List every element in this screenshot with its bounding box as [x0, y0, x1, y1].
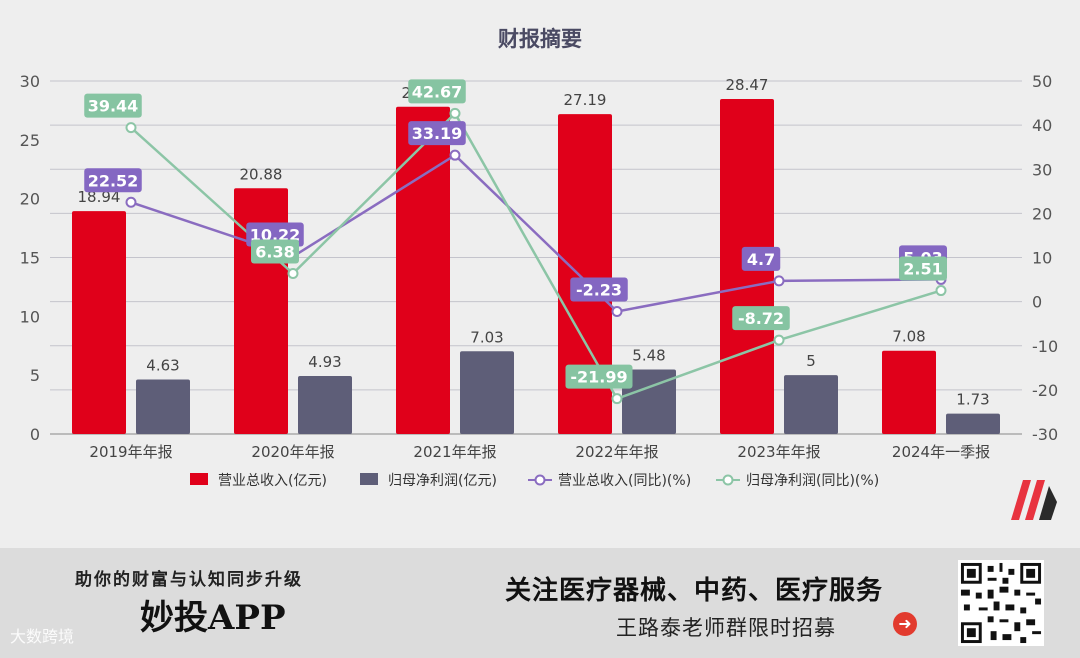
bar-profit — [784, 375, 838, 434]
left-axis-tick: 10 — [20, 307, 40, 326]
legend-swatch — [360, 473, 378, 485]
app-name: 妙投APP — [140, 598, 286, 638]
right-axis-tick: 20 — [1032, 204, 1052, 223]
line-label-box — [251, 239, 299, 264]
line-label: 2.51 — [903, 260, 942, 279]
bar-label: 7.08 — [892, 328, 925, 346]
bar-label: 18.94 — [78, 188, 121, 206]
footer-banner: 助你的财富与认知同步升级 妙投APP 大数跨境 关注医疗器械、中药、医疗服务 王… — [0, 548, 1080, 658]
bar-revenue — [396, 106, 450, 435]
line-point — [773, 334, 785, 346]
bar-label: 4.63 — [146, 357, 179, 375]
line-label: 4.7 — [747, 250, 775, 269]
legend-swatch — [190, 473, 208, 485]
right-axis-tick: -20 — [1032, 381, 1058, 400]
right-axis-tick: -10 — [1032, 337, 1058, 356]
left-axis-tick: 30 — [20, 72, 40, 91]
line-label: -2.23 — [576, 280, 622, 299]
line-label: 33.19 — [412, 124, 463, 143]
line-label-box — [570, 277, 628, 302]
slogan-text: 助你的财富与认知同步升级 — [75, 570, 303, 590]
chart-title: 财报摘要 — [498, 27, 582, 51]
bar-label: 27.19 — [564, 91, 607, 109]
line-label: -21.99 — [570, 368, 627, 387]
line-label-box — [565, 364, 633, 389]
line-label-box — [732, 306, 790, 331]
brand-logo-icon — [1011, 480, 1057, 520]
bar-label: 5.48 — [632, 347, 665, 365]
bar-label: 1.73 — [956, 391, 989, 409]
arrow-right-circle-icon[interactable]: ➜ — [893, 612, 917, 636]
x-axis-tick: 2023年年报 — [737, 443, 820, 461]
line-point — [287, 267, 299, 279]
bar-label: 4.93 — [308, 353, 341, 371]
left-axis-tick: 20 — [20, 190, 40, 209]
left-axis-tick: 15 — [20, 249, 40, 268]
legend-label: 营业总收入(亿元) — [218, 473, 327, 489]
line-point — [125, 122, 137, 134]
bar-profit — [946, 413, 1000, 434]
bar-profit — [460, 351, 514, 434]
bar-profit — [298, 375, 352, 434]
line-label-box — [84, 168, 142, 193]
right-axis-tick: 50 — [1032, 72, 1052, 91]
bar-label: 7.03 — [470, 328, 503, 346]
line-label: 6.38 — [255, 242, 294, 261]
legend-label: 归母净利润(亿元) — [388, 472, 497, 489]
line-point — [449, 149, 461, 161]
bar-revenue — [882, 350, 936, 434]
x-axis-tick: 2019年年报 — [89, 443, 172, 461]
line-label-box — [84, 93, 142, 118]
bar-profit — [136, 379, 190, 434]
x-axis-tick: 2021年年报 — [413, 443, 496, 461]
left-axis-tick: 5 — [30, 366, 40, 385]
bar-revenue — [72, 211, 126, 434]
line-point — [449, 107, 461, 119]
left-axis-tick: 0 — [30, 425, 40, 444]
bar-label: 28.47 — [726, 76, 769, 94]
line-label-box — [408, 79, 466, 104]
line-label: -8.72 — [738, 309, 784, 328]
line-label: 22.52 — [88, 171, 139, 190]
promo-subtitle[interactable]: 王路泰老师群限时招募 — [616, 616, 836, 640]
bar-revenue — [558, 114, 612, 434]
line-point — [125, 196, 137, 208]
right-axis-tick: 30 — [1032, 160, 1052, 179]
x-axis-tick: 2020年年报 — [251, 443, 334, 461]
promo-title: 关注医疗器械、中药、医疗服务 — [505, 576, 884, 606]
right-axis-tick: -30 — [1032, 425, 1058, 444]
line-point — [611, 393, 623, 405]
chart: 财报摘要 -30 -20 -10 0 10 20 30 40 50 0 5 10 15 20 25 30 18.9… — [20, 27, 1059, 489]
line-label-box — [899, 256, 947, 281]
right-axis-tick: 40 — [1032, 116, 1052, 135]
legend-label: 归母净利润(同比)(%) — [746, 472, 879, 489]
legend-label: 营业总收入(同比)(%) — [558, 473, 691, 489]
bar-label: 5 — [806, 352, 816, 370]
line-label-box — [741, 246, 781, 271]
line-point — [773, 275, 785, 287]
bar-label: 20.88 — [240, 165, 283, 183]
legend-swatch-marker — [534, 474, 546, 486]
legend-swatch-marker — [722, 474, 734, 486]
x-axis-tick: 2022年年报 — [575, 443, 658, 461]
right-axis-tick: 10 — [1032, 249, 1052, 268]
line-label: 39.44 — [88, 97, 139, 116]
x-axis-tick: 2024年一季报 — [892, 443, 990, 461]
right-axis-tick: 0 — [1032, 293, 1042, 312]
line-point — [611, 305, 623, 317]
bar-profit — [622, 369, 676, 434]
watermark: 大数跨境 — [10, 627, 75, 646]
line-label-box — [408, 121, 466, 146]
line-point — [935, 285, 947, 297]
line-label: 42.67 — [412, 82, 463, 101]
left-axis-tick: 25 — [20, 131, 40, 150]
qr-code — [958, 560, 1044, 646]
